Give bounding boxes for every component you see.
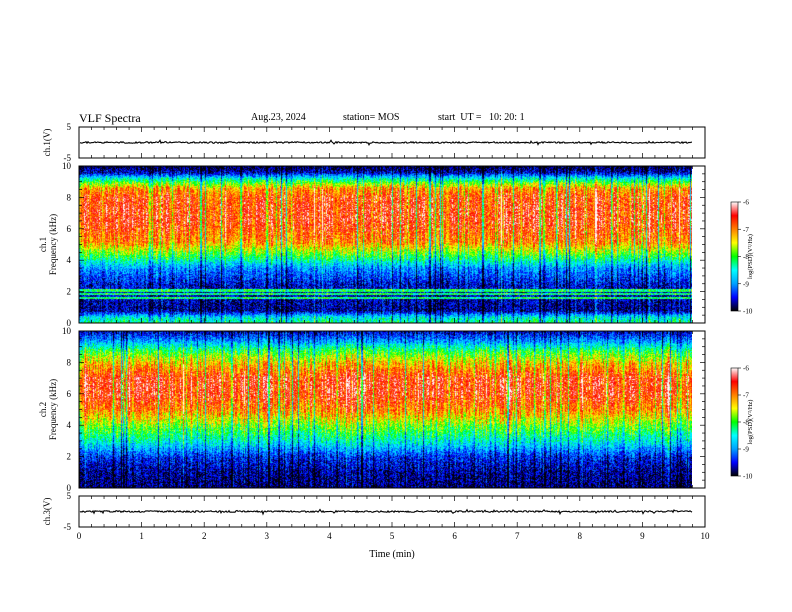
x-tick-label: 4 [327, 531, 332, 541]
ch1-ylabel-channel: ch.1 [38, 237, 48, 252]
x-ticks: 0 1 2 3 4 5 6 7 8 9 10 [77, 496, 710, 541]
colorbar-tick-label: -10 [743, 473, 753, 481]
x-tick-label: 0 [77, 531, 82, 541]
colorbar-scale [730, 201, 739, 312]
x-ticks [78, 166, 706, 323]
x-tick-label: 7 [515, 531, 520, 541]
ch2-ylabel-frequency: Frequency (kHz) [48, 379, 58, 440]
ch1-ylabel-frequency: Frequency (kHz) [48, 214, 58, 275]
y-tick-label: 5 [67, 491, 72, 501]
x-tick-label: 9 [640, 531, 645, 541]
ch1-waveform-trace [79, 139, 692, 147]
colorbar-tick-label: -9 [743, 280, 749, 288]
x-tick-label: 10 [701, 531, 711, 541]
ch3-waveform-panel: 5 -5 ch.3(V) [42, 491, 706, 532]
y-tick-label: 5 [67, 122, 72, 132]
ch2-colorbar: -6 -7 -8 -9 -10 log(PSD)(V²/Hz) [730, 365, 754, 481]
ch2-spectrogram-image [79, 331, 692, 488]
x-axis-label: Time (min) [369, 549, 414, 560]
ch1-waveform-panel: 5 -5 ch.1(V) [42, 122, 706, 163]
colorbar-label: log(PSD)(V²/Hz) [747, 400, 754, 445]
y-tick-label: 8 [67, 192, 72, 202]
colorbar-tick-label: -7 [743, 392, 749, 400]
y-tick-label: -5 [64, 153, 72, 163]
ch1-panel: 0 2 4 6 8 10 ch.1 Frequency (kHz) [38, 161, 706, 328]
colorbar-tick-label: -6 [743, 199, 749, 207]
y-tick-label: 2 [67, 452, 72, 462]
colorbar-scale [730, 367, 739, 477]
x-tick-label: 3 [265, 531, 270, 541]
y-tick-label: 0 [67, 318, 72, 328]
x-tick-label: 6 [452, 531, 457, 541]
x-ticks [78, 127, 706, 158]
colorbar-tick-label: -10 [743, 308, 753, 316]
start-time-label: start UT = 10: 20: 1 [438, 112, 525, 123]
y-tick-label: 6 [67, 389, 72, 399]
colorbar-tick-label: -7 [743, 226, 749, 234]
ch1-colorbar: -6 -7 -8 -9 -10 log(PSD)(V²/Hz) [730, 199, 754, 316]
y-tick-label: 6 [67, 224, 72, 234]
y-tick-label: 4 [67, 420, 72, 430]
ch3-waveform-trace [79, 508, 693, 516]
x-tick-label: 2 [202, 531, 207, 541]
y-tick-label: 4 [67, 255, 72, 265]
y-tick-label: 8 [67, 357, 72, 367]
y-tick-label: 10 [62, 161, 72, 171]
x-tick-label: 5 [390, 531, 395, 541]
ch2-panel: 0 2 4 6 8 10 ch.2 Frequency (kHz) [38, 326, 706, 493]
ch2-ylabel-channel: ch.2 [38, 402, 48, 417]
colorbar-tick-label: -9 [743, 446, 749, 454]
ch3-waveform-ylabel: ch.3(V) [42, 498, 52, 526]
y-tick-label: 10 [62, 326, 72, 336]
colorbar-tick-label: -8 [743, 253, 749, 261]
ch1-waveform-ylabel: ch.1(V) [42, 129, 52, 157]
colorbar-tick-label: -6 [743, 365, 749, 373]
y-tick-label: 2 [67, 287, 72, 297]
x-tick-label: 1 [139, 531, 144, 541]
station-label: station= MOS [343, 112, 400, 123]
x-ticks [78, 331, 706, 488]
colorbar-tick-label: -8 [743, 419, 749, 427]
figure-title: VLF Spectra [79, 111, 141, 125]
date-label: Aug.23, 2024 [251, 112, 306, 123]
y-tick-label: -5 [64, 522, 72, 532]
x-tick-label: 8 [578, 531, 583, 541]
y-tick-label: 0 [67, 483, 72, 493]
colorbar-label: log(PSD)(V²/Hz) [747, 234, 754, 279]
ch1-spectrogram-image [79, 166, 692, 323]
